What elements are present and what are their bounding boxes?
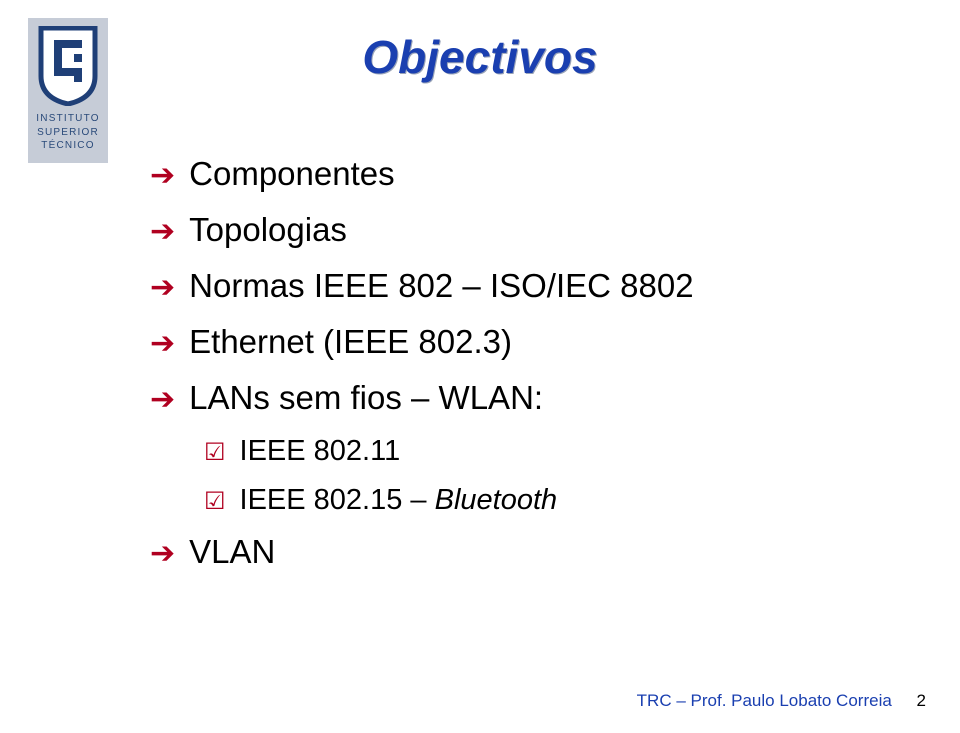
sub-bullet-item: ☑ IEEE 802.11 <box>204 435 890 468</box>
arrow-icon: ➔ <box>150 214 175 249</box>
bullet-text: LANs sem fios – WLAN: <box>189 379 543 417</box>
sub-bullet-italic: Bluetooth <box>435 484 558 516</box>
footer-text: TRC – Prof. Paulo Lobato Correia <box>637 691 892 710</box>
bullet-text: Topologias <box>189 211 347 249</box>
bullet-item: ➔ Ethernet (IEEE 802.3) <box>150 323 890 361</box>
footer: TRC – Prof. Paulo Lobato Correia 2 <box>637 691 926 711</box>
sub-bullet-text: IEEE 802.15 – Bluetooth <box>240 484 558 517</box>
bullet-item: ➔ Topologias <box>150 211 890 249</box>
bullet-text: Componentes <box>189 155 394 193</box>
logo-line: INSTITUTO <box>22 112 114 126</box>
slide: INSTITUTO SUPERIOR TÉCNICO Objectivos ➔ … <box>0 0 960 733</box>
arrow-icon: ➔ <box>150 158 175 193</box>
slide-title: Objectivos <box>0 30 960 84</box>
bullet-item: ➔ Componentes <box>150 155 890 193</box>
bullet-text: Normas IEEE 802 – ISO/IEC 8802 <box>189 267 693 305</box>
sub-bullet-item: ☑ IEEE 802.15 – Bluetooth <box>204 484 890 517</box>
bullet-item: ➔ LANs sem fios – WLAN: <box>150 379 890 417</box>
arrow-icon: ➔ <box>150 270 175 305</box>
arrow-icon: ➔ <box>150 536 175 571</box>
sub-bullet-prefix: IEEE 802.15 – <box>240 484 435 516</box>
logo-line: TÉCNICO <box>22 139 114 153</box>
arrow-icon: ➔ <box>150 382 175 417</box>
content-area: ➔ Componentes ➔ Topologias ➔ Normas IEEE… <box>150 155 890 589</box>
page-number: 2 <box>917 691 926 711</box>
bullet-item: ➔ VLAN <box>150 533 890 571</box>
bullet-item: ➔ Normas IEEE 802 – ISO/IEC 8802 <box>150 267 890 305</box>
logo-text: INSTITUTO SUPERIOR TÉCNICO <box>22 112 114 153</box>
bullet-text: VLAN <box>189 533 275 571</box>
check-icon: ☑ <box>204 487 226 516</box>
bullet-text: Ethernet (IEEE 802.3) <box>189 323 512 361</box>
logo-line: SUPERIOR <box>22 126 114 140</box>
arrow-icon: ➔ <box>150 326 175 361</box>
check-icon: ☑ <box>204 438 226 467</box>
sub-bullet-text: IEEE 802.11 <box>240 435 401 468</box>
